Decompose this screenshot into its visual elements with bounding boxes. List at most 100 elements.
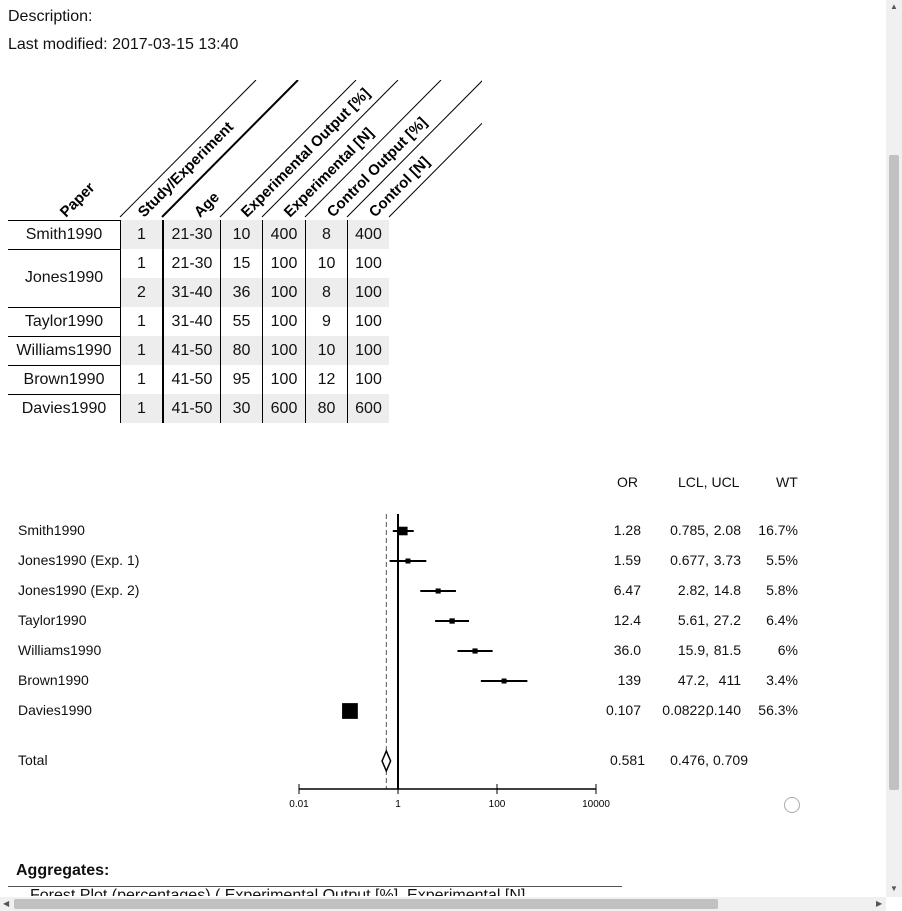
last-modified-value: 2017-03-15 13:40 xyxy=(112,36,239,53)
study-weight: 16.7% xyxy=(758,522,798,538)
wt-header: WT xyxy=(776,474,798,490)
study-ucl: 3.73 xyxy=(713,552,741,568)
table-cell: 1 xyxy=(120,307,162,336)
study-or: 6.47 xyxy=(613,582,641,598)
study-weight: 5.8% xyxy=(766,582,798,598)
column-header-0: Paper xyxy=(57,179,99,221)
paper-cell: Davies1990 xyxy=(21,400,107,417)
paper-cell: Smith1990 xyxy=(25,226,103,243)
study-ucl: 0.140 xyxy=(705,702,741,718)
row-separator xyxy=(8,307,120,308)
study-weight: 5.5% xyxy=(766,552,798,568)
table-cell: 21-30 xyxy=(162,220,220,249)
aggregate-item[interactable]: Forest Plot (percentages) ( Experimental… xyxy=(30,888,530,896)
effect-marker xyxy=(449,618,455,624)
table-cell: 10 xyxy=(305,249,347,278)
table-cell: 21-30 xyxy=(162,249,220,278)
table-cell: 9 xyxy=(305,307,347,336)
paper-cell: Brown1990 xyxy=(23,371,105,388)
x-tick-label: 0.01 xyxy=(289,799,309,810)
study-or: 36.0 xyxy=(613,642,641,658)
study-lcl: 47.2, xyxy=(677,672,709,688)
table-cell: 41-50 xyxy=(162,336,220,365)
study-weight: 3.4% xyxy=(766,672,798,688)
study-weight: 6% xyxy=(777,642,798,658)
paper-cell: Jones1990 xyxy=(24,269,104,286)
forest-plot: OR LCL, UCL WT 0.01 1 100 10000 Smith1990 1.… xyxy=(0,460,880,840)
row-separator xyxy=(8,394,120,395)
table-cell: 2 xyxy=(120,278,162,307)
header-divider xyxy=(304,80,442,218)
table-cell: 30 xyxy=(220,394,262,423)
study-label: Williams1990 xyxy=(18,642,102,658)
table-cell: 41-50 xyxy=(162,365,220,394)
scroll-down-icon[interactable]: ▼ xyxy=(890,884,898,893)
table-cell: 10 xyxy=(305,336,347,365)
total-label: Total xyxy=(18,752,48,768)
table-cell: 100 xyxy=(262,336,305,365)
study-lcl: 0.677, xyxy=(670,552,709,568)
study-or: 139 xyxy=(617,672,641,688)
table-cell: 100 xyxy=(347,336,389,365)
total-diamond xyxy=(381,749,392,773)
aggregates-divider xyxy=(8,886,622,887)
study-or: 0.107 xyxy=(605,702,641,718)
header-divider xyxy=(261,80,399,218)
effect-marker xyxy=(405,558,411,564)
scroll-up-icon[interactable]: ▲ xyxy=(890,2,898,11)
table-cell: 12 xyxy=(305,365,347,394)
x-tick-label: 10000 xyxy=(582,799,610,810)
table-cell: 1 xyxy=(120,336,162,365)
total-lcl: 0.476, xyxy=(670,752,709,768)
table-cell: 600 xyxy=(262,394,305,423)
table-cell: 100 xyxy=(262,365,305,394)
effect-marker xyxy=(501,678,507,684)
or-header: OR xyxy=(617,474,638,490)
study-weight: 6.4% xyxy=(766,612,798,628)
column-border-right xyxy=(389,220,390,423)
paper-cell: Taylor1990 xyxy=(24,313,104,330)
description-label: Description: xyxy=(8,8,93,25)
scroll-left-icon[interactable]: ◀ xyxy=(3,899,10,908)
effect-marker xyxy=(399,526,408,536)
column-header-2: Age xyxy=(191,189,223,221)
study-lcl: 5.61, xyxy=(677,612,709,628)
horizontal-scroll-thumb[interactable] xyxy=(14,899,718,909)
study-or: 1.59 xyxy=(613,552,641,568)
table-cell: 1 xyxy=(120,249,162,278)
row-separator xyxy=(8,365,120,366)
table-cell: 100 xyxy=(347,278,389,307)
last-modified: Last modified: 2017-03-15 13:40 xyxy=(8,36,238,54)
vertical-scroll-thumb[interactable] xyxy=(889,155,899,790)
study-label: Brown1990 xyxy=(18,672,89,688)
table-cell: 41-50 xyxy=(162,394,220,423)
total-or: 0.581 xyxy=(609,752,645,768)
study-lcl: 15.9, xyxy=(677,642,709,658)
toggle-radio[interactable] xyxy=(784,797,800,813)
table-cell: 8 xyxy=(305,278,347,307)
study-label: Jones1990 (Exp. 1) xyxy=(18,552,140,568)
table-cell: 36 xyxy=(220,278,262,307)
study-label: Taylor1990 xyxy=(18,612,87,628)
x-tick-label: 1 xyxy=(395,799,401,810)
table-cell: 15 xyxy=(220,249,262,278)
header-divider xyxy=(119,80,257,218)
table-cell: 100 xyxy=(262,249,305,278)
table-cell: 100 xyxy=(347,365,389,394)
data-table: Paper Study/Experiment Age Experimental Out… xyxy=(0,80,482,440)
study-label: Davies1990 xyxy=(18,702,92,718)
study-label: Smith1990 xyxy=(18,522,85,538)
table-cell: 400 xyxy=(262,220,305,249)
row-separator xyxy=(8,336,120,337)
table-cell: 100 xyxy=(262,278,305,307)
effect-marker xyxy=(342,703,358,719)
table-cell: 95 xyxy=(220,365,262,394)
total-ucl: 0.709 xyxy=(712,752,748,768)
study-or: 1.28 xyxy=(613,522,641,538)
paper-cell: Williams1990 xyxy=(16,342,112,359)
header-divider xyxy=(346,80,482,218)
table-cell: 1 xyxy=(120,394,162,423)
x-tick-label: 100 xyxy=(489,799,506,810)
scroll-right-icon[interactable]: ▶ xyxy=(876,899,883,908)
